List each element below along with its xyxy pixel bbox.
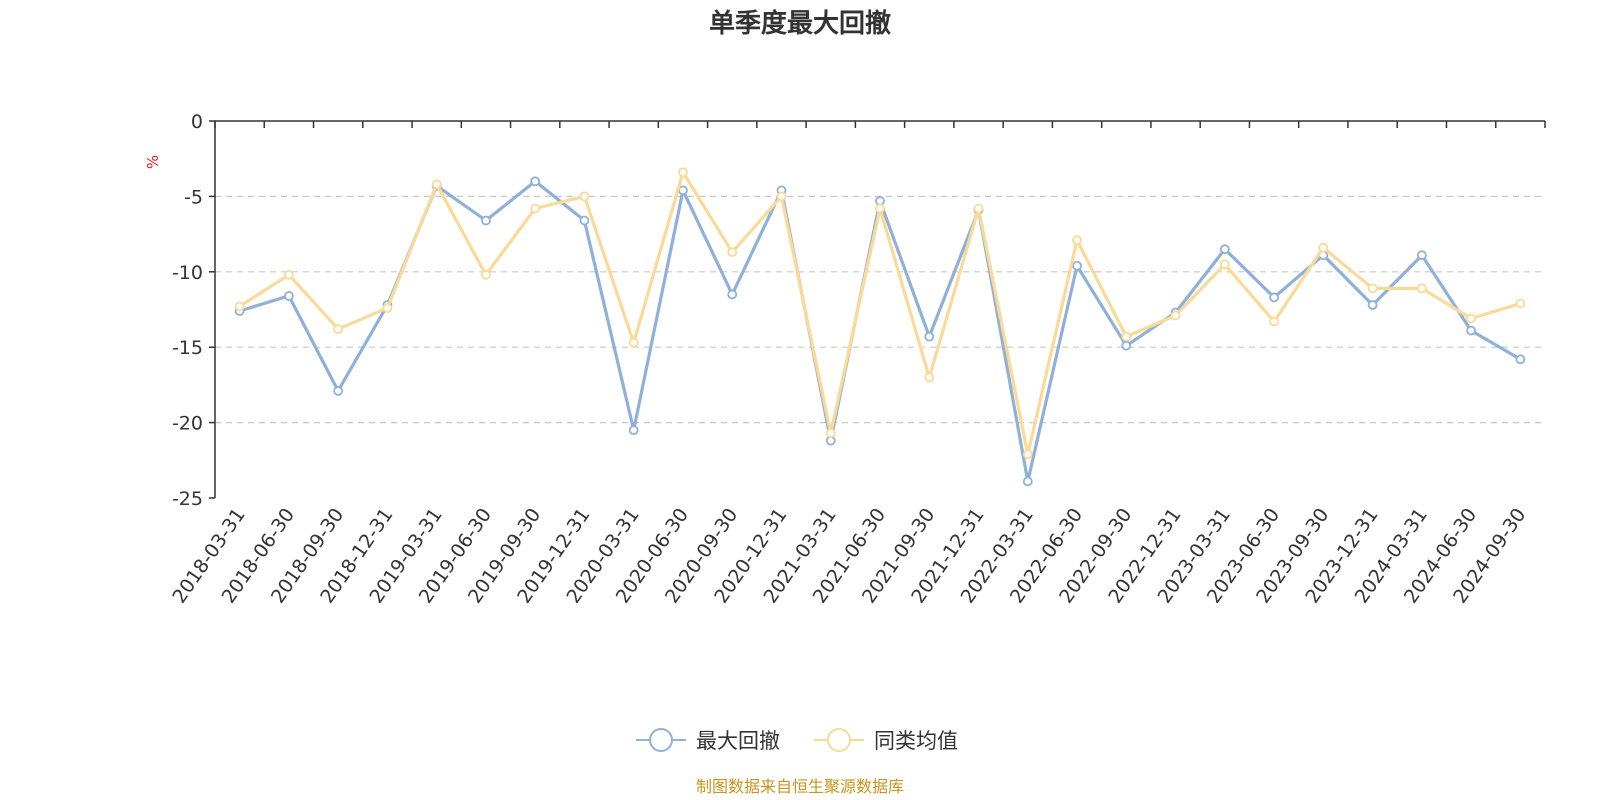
series-1-point xyxy=(482,217,490,225)
y-tick-label: -5 xyxy=(184,186,203,208)
series-1-point xyxy=(925,333,933,341)
grid-lines xyxy=(215,196,1545,422)
series-2-point xyxy=(482,271,490,279)
series-2-point xyxy=(1270,318,1278,326)
series-1-point xyxy=(728,290,736,298)
series-1-point xyxy=(630,426,638,434)
series-1-point xyxy=(1270,293,1278,301)
series-2-point xyxy=(383,304,391,312)
series-2-point xyxy=(925,373,933,381)
series-1-point xyxy=(285,292,293,300)
series-2-point xyxy=(285,271,293,279)
legend-swatch-marker xyxy=(650,729,672,751)
series-2-point xyxy=(1172,312,1180,320)
series-2-point xyxy=(580,192,588,200)
legend-item[interactable]: 最大回撤 xyxy=(636,729,780,753)
x-tick-labels: 2018-03-312018-06-302018-09-302018-12-31… xyxy=(168,504,1530,607)
series-2-point xyxy=(1073,236,1081,244)
legend[interactable]: 最大回撤 同类均值 xyxy=(636,729,958,753)
series-1-point xyxy=(1516,355,1524,363)
series-2-point xyxy=(1221,260,1229,268)
series-2-point xyxy=(679,168,687,176)
y-tick-label: 0 xyxy=(191,111,203,133)
legend-item[interactable]: 同类均值 xyxy=(814,729,958,753)
series-2-point xyxy=(630,339,638,347)
series-lines xyxy=(236,168,1525,485)
series-2-point xyxy=(1369,284,1377,292)
legend-label: 同类均值 xyxy=(874,729,958,753)
series-1-point xyxy=(1024,477,1032,485)
y-tick-label: -10 xyxy=(172,262,203,284)
series-2-point xyxy=(1024,450,1032,458)
series-2-point xyxy=(1319,244,1327,252)
series-1-point xyxy=(1369,301,1377,309)
series-1-point xyxy=(1418,251,1426,259)
series-2-point xyxy=(531,204,539,212)
series-1-point xyxy=(580,217,588,225)
series-2-point xyxy=(1516,299,1524,307)
legend-label: 最大回撤 xyxy=(696,729,780,753)
series-line-1 xyxy=(240,181,1521,481)
y-tick-label: -25 xyxy=(172,488,203,510)
series-2-point xyxy=(728,248,736,256)
series-2-point xyxy=(777,192,785,200)
series-1-point xyxy=(1221,245,1229,253)
y-tick-label: -15 xyxy=(172,337,203,359)
series-2-point xyxy=(876,204,884,212)
series-2-point xyxy=(975,204,983,212)
y-tick-labels: 0 -5 -10 -15 -20 -25 xyxy=(172,111,203,510)
source-note: 制图数据来自恒生聚源数据库 xyxy=(696,777,904,796)
axes xyxy=(209,121,1545,498)
chart-canvas: 单季度最大回撤 % 0 -5 -10 -15 -20 -25 2018-03-312018… xyxy=(0,0,1600,800)
series-1-point xyxy=(1467,327,1475,335)
series-1-point xyxy=(531,177,539,185)
series-1-point xyxy=(1073,262,1081,270)
series-2-point xyxy=(1122,333,1130,341)
chart-title: 单季度最大回撤 xyxy=(709,8,891,39)
series-2-point xyxy=(433,180,441,188)
series-2-point xyxy=(334,325,342,333)
series-2-point xyxy=(236,302,244,310)
series-2-point xyxy=(1467,315,1475,323)
legend-swatch-marker xyxy=(828,729,850,751)
y-tick-label: -20 xyxy=(172,413,203,435)
series-2-point xyxy=(827,429,835,437)
y-axis-unit: % xyxy=(144,155,162,169)
series-2-point xyxy=(1418,284,1426,292)
series-1-point xyxy=(1122,342,1130,350)
series-1-point xyxy=(334,387,342,395)
series-line-2 xyxy=(240,172,1521,454)
